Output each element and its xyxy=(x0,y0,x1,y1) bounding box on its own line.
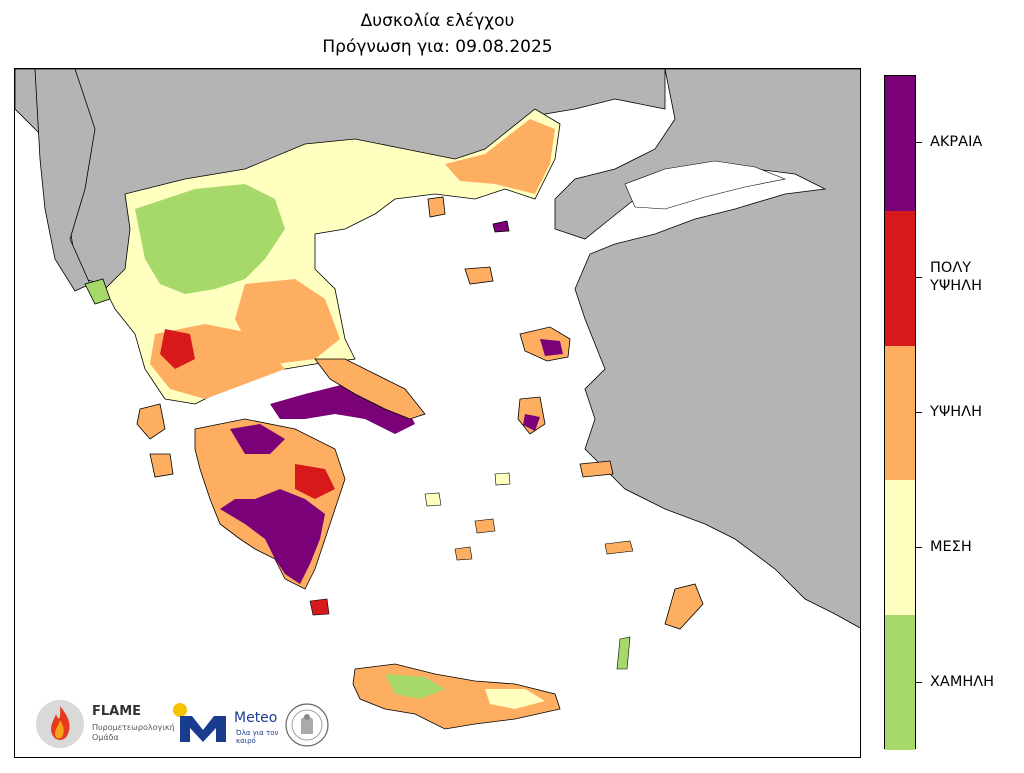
colorbar-segment xyxy=(885,615,915,751)
map-frame xyxy=(14,68,861,758)
meteo-logo: Meteo Όλα για τον καιρό xyxy=(172,700,282,750)
colorbar-segment xyxy=(885,345,915,481)
island-kefalonia xyxy=(136,403,166,440)
colorbar-tick xyxy=(916,546,922,548)
flame-logo-subtitle: Πυρομετεωρολογική Ομάδα xyxy=(92,723,175,742)
zone-extreme-lesbos xyxy=(540,339,563,356)
colorbar-label: ΜΕΣΗ xyxy=(930,538,972,555)
university-seal-logo xyxy=(284,702,330,748)
island-rhodes xyxy=(664,583,704,630)
zone-high-thrace xyxy=(445,119,555,194)
island-cyclades-1 xyxy=(474,518,496,534)
flame-icon xyxy=(36,700,84,748)
colorbar-label: ΥΨΗΛΗ xyxy=(930,404,982,420)
island-corfu xyxy=(84,278,111,305)
zone-low-crete-east xyxy=(485,689,545,709)
island-lemnos xyxy=(464,266,494,285)
island-cyclades-3 xyxy=(454,546,473,561)
island-zakynthos xyxy=(149,453,174,478)
zone-very-high-peloponnese xyxy=(295,464,335,499)
meteo-logo-subtitle: Όλα για τον καιρό xyxy=(236,729,279,745)
colorbar-segment xyxy=(885,210,915,347)
zone-low-crete xyxy=(385,674,445,699)
island-samos xyxy=(579,460,614,478)
island-euboea xyxy=(314,358,426,420)
map-subtitle: Πρόγνωση για: 09.08.2025 xyxy=(322,37,553,57)
map-title: Δυσκολία ελέγχου xyxy=(360,11,515,31)
zone-extreme-arcadia xyxy=(230,424,285,454)
colorbar-tick xyxy=(916,681,922,683)
island-cyclades-4 xyxy=(494,472,511,486)
zone-extreme-peloponnese xyxy=(220,489,325,584)
flame-logo: FLAME Πυρομετεωρολογική Ομάδα xyxy=(34,696,175,752)
colorbar xyxy=(884,75,916,751)
flame-logo-name: FLAME xyxy=(92,704,142,719)
colorbar-tick xyxy=(916,277,922,279)
colorbar-segment xyxy=(885,76,915,212)
island-cyclades-2 xyxy=(424,492,442,507)
colorbar-label: ΧΑΜΗΛΗ xyxy=(930,673,995,690)
colorbar-tick xyxy=(916,412,922,413)
island-karpathos xyxy=(616,636,631,670)
zone-extreme-chios xyxy=(523,414,540,431)
zone-very-high-west xyxy=(160,329,195,369)
seal-icon xyxy=(285,703,329,747)
colorbar-segment xyxy=(885,480,915,616)
meteo-icon xyxy=(173,703,226,742)
colorbar-tick xyxy=(916,142,922,144)
colorbar-label: ΑΚΡΑΙΑ xyxy=(930,134,983,151)
island-thasos xyxy=(427,196,446,218)
colorbar-label: ΠΟΛΥ ΥΨΗΛΗ xyxy=(930,260,982,295)
sea-marmara xyxy=(624,160,787,210)
greece-map xyxy=(15,69,860,730)
island-samothraki xyxy=(492,220,510,233)
island-kos xyxy=(604,540,634,555)
foreign-land-turkey xyxy=(554,69,860,629)
meteo-logo-name: Meteo xyxy=(234,710,278,726)
zone-low-north xyxy=(135,184,285,294)
island-kythira xyxy=(309,598,330,616)
